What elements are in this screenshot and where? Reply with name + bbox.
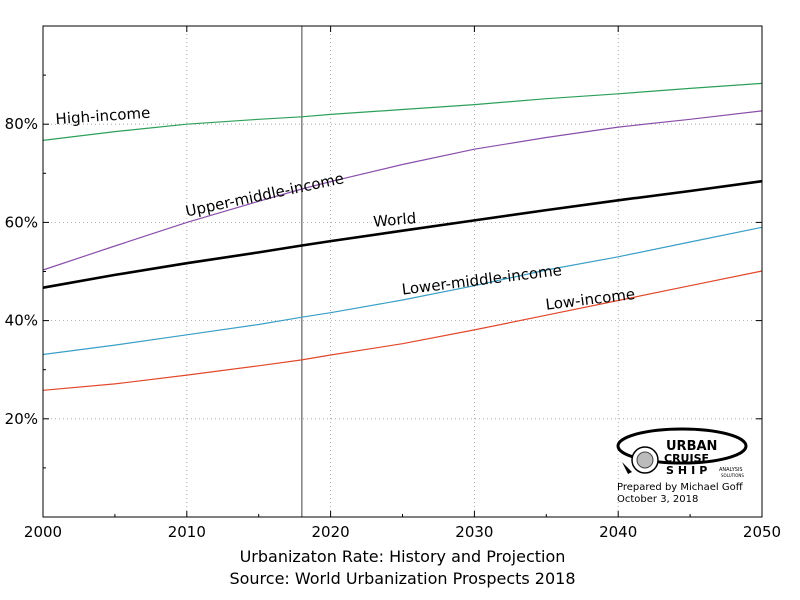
credit-block: Prepared by Michael Goff October 3, 2018 xyxy=(617,482,743,506)
series-label-world: World xyxy=(373,209,417,231)
logo-tag-1: ANALYSIS xyxy=(719,467,743,473)
series-line-lower-middle-income xyxy=(42,226,763,356)
y-tick-label: 80% xyxy=(5,115,38,133)
prepared-by-text: Prepared by Michael Goff xyxy=(617,482,743,493)
logo-tag-2: SOLUTIONS xyxy=(721,473,744,478)
series-line-low-income xyxy=(42,270,763,391)
series-lines xyxy=(42,82,763,391)
urban-cruise-ship-logo: URBAN CRUISE SHIP ANALYSIS SOLUTIONS xyxy=(616,427,748,478)
series-line-upper-middle-income xyxy=(42,110,763,271)
x-tick-label: 2020 xyxy=(312,523,350,541)
series-line-world xyxy=(42,179,763,289)
x-tick-label: 2050 xyxy=(743,523,781,541)
series-label-high-income: High-income xyxy=(55,104,151,129)
chart-title: Urbanizaton Rate: History and Projection xyxy=(239,547,566,566)
grid-lines xyxy=(43,26,762,517)
logo-line-1: URBAN xyxy=(666,439,717,454)
axis-ticks: 2000 2010 2020 2030 2040 2050 20% 40% 60% 80% xyxy=(5,26,781,541)
logo-line-3: SHIP xyxy=(666,464,711,477)
chart-subtitle: Source: World Urbanization Prospects 201… xyxy=(229,569,576,588)
series-label-low-income: Low-income xyxy=(545,285,636,314)
series-label-upper-middle-income: Upper-middle-income xyxy=(184,169,346,220)
y-tick-label: 20% xyxy=(5,410,38,428)
plot-frame xyxy=(42,25,763,518)
x-tick-label: 2030 xyxy=(455,523,493,541)
prepared-date-text: October 3, 2018 xyxy=(617,494,699,505)
logo-line-2: CRUISE xyxy=(664,452,709,465)
series-line-high-income xyxy=(42,82,763,141)
series-label-lower-middle-income: Lower-middle-income xyxy=(401,261,563,298)
y-tick-label: 40% xyxy=(5,312,38,330)
x-tick-label: 2040 xyxy=(599,523,637,541)
x-tick-label: 2000 xyxy=(24,523,62,541)
y-tick-label: 60% xyxy=(5,213,38,231)
x-tick-label: 2010 xyxy=(168,523,206,541)
